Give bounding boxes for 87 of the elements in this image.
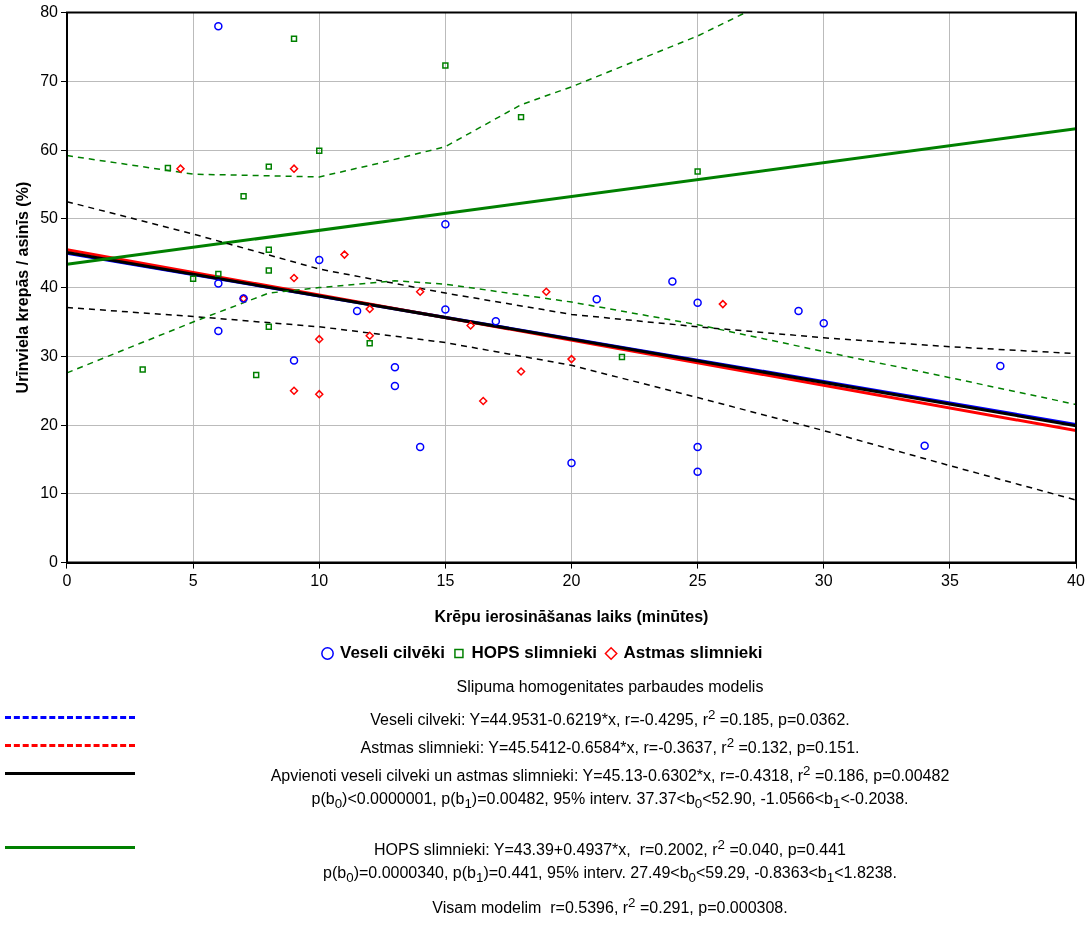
point <box>516 367 526 376</box>
point <box>176 164 185 173</box>
x-axis-title: Krēpu ierosināšanas laiks (minūtes) <box>434 607 709 625</box>
point <box>478 396 488 406</box>
point <box>214 279 223 288</box>
line-series <box>67 279 1076 406</box>
point <box>718 299 728 309</box>
point <box>316 147 323 155</box>
point <box>442 62 449 69</box>
point <box>289 273 299 283</box>
text: p(b$_{0}$)<0.0000001, p(b$_{1}$)=0.00482, 95% interv. 37.37<b$_{0}$<52.90, -1.0566<b$_{1}$<-0.2038. <box>311 790 909 812</box>
text: p(b$_{0}$)=0.0000340, p(b$_{1}$)=0.441, 95% interv. 27.49<b$_{0}$<59.29, -0.8363<b$_{1}$<1.8238. <box>323 864 897 886</box>
point <box>592 295 601 304</box>
y-tick-label: 80 <box>40 3 59 21</box>
y-tick-label: 50 <box>40 209 59 227</box>
text: Astmas slimnieki: Y=45.5412-0.6584*x, r=-0.3637, r$^{2}$ =0.132, p=0.151. <box>359 735 861 758</box>
point <box>693 467 702 477</box>
y-axis-title: Urīnviela krepās / asinīs (%) <box>14 181 32 394</box>
point <box>618 353 626 361</box>
point <box>920 441 929 450</box>
y-tick-label: 60 <box>40 140 59 158</box>
point <box>315 255 324 265</box>
y-tick-label: 70 <box>40 71 59 89</box>
point <box>415 287 425 296</box>
x-tick-label: 30 <box>814 571 833 589</box>
point <box>252 371 260 379</box>
y-tick-label: 0 <box>49 553 59 571</box>
text: Slipuma homogenitates parbaudes modelis <box>455 678 765 696</box>
x-tick-label: 15 <box>436 571 455 589</box>
text: HOPS slimnieki: Y=43.39+0.4937*x, r=0.2002, r$^{2}$ =0.040, p=0.441 <box>373 837 847 860</box>
point <box>794 306 803 316</box>
point <box>315 389 324 399</box>
point <box>693 442 702 452</box>
point <box>466 321 475 330</box>
text: Veseli cilveki: Y=44.9531-0.6219*x, r=-0.4295, r$^{2}$ =0.185, p=0.0362. <box>369 707 851 730</box>
legend-label: Astmas slimnieki <box>623 643 763 663</box>
point <box>694 168 701 175</box>
point <box>693 298 702 307</box>
point <box>289 164 299 173</box>
point <box>352 306 362 316</box>
point <box>240 192 247 200</box>
y-tick-label: 20 <box>40 415 59 433</box>
point <box>542 287 551 296</box>
point <box>390 363 400 372</box>
point <box>265 163 273 170</box>
point <box>668 277 677 286</box>
point <box>517 113 525 121</box>
point <box>265 246 273 254</box>
point <box>265 323 273 331</box>
point <box>365 331 374 340</box>
point <box>214 326 223 336</box>
point <box>340 250 349 259</box>
point <box>567 458 576 468</box>
point <box>567 354 576 364</box>
x-tick-label: 10 <box>310 571 329 589</box>
point <box>365 304 374 314</box>
point <box>164 164 172 172</box>
point <box>415 442 425 452</box>
x-tick-label: 35 <box>940 571 959 589</box>
point <box>366 340 373 347</box>
point <box>189 275 197 282</box>
point <box>215 270 222 278</box>
point <box>139 366 146 373</box>
x-tick-label: 40 <box>1067 571 1085 589</box>
x-tick-label: 20 <box>562 571 581 589</box>
legend-label: Veseli cilvēki <box>340 643 445 663</box>
x-tick-label: 0 <box>62 571 72 589</box>
x-tick-label: 5 <box>188 571 198 589</box>
y-tick-label: 10 <box>40 484 59 502</box>
text: Visam modelim r=0.5396, r$^{2}$ =0.291, p=0.000308. <box>431 895 789 918</box>
point <box>289 356 299 365</box>
legend-label: HOPS slimnieki <box>471 643 598 663</box>
point <box>290 35 298 42</box>
y-tick-label: 40 <box>40 278 59 296</box>
point <box>289 386 299 395</box>
x-tick-label: 25 <box>688 571 707 589</box>
point <box>819 319 828 328</box>
y-tick-label: 30 <box>40 346 59 364</box>
point <box>315 334 324 344</box>
point <box>441 305 450 314</box>
point <box>214 22 223 31</box>
point <box>491 317 501 326</box>
point <box>996 361 1005 371</box>
point <box>390 381 400 391</box>
text: Apvienoti veseli cilveki un astmas slimnieki: Y=45.13-0.6302*x, r=-0.4318, r$^{2}$ =0.186, p=0.00482 <box>269 763 951 786</box>
point <box>441 220 450 229</box>
point <box>265 267 273 274</box>
